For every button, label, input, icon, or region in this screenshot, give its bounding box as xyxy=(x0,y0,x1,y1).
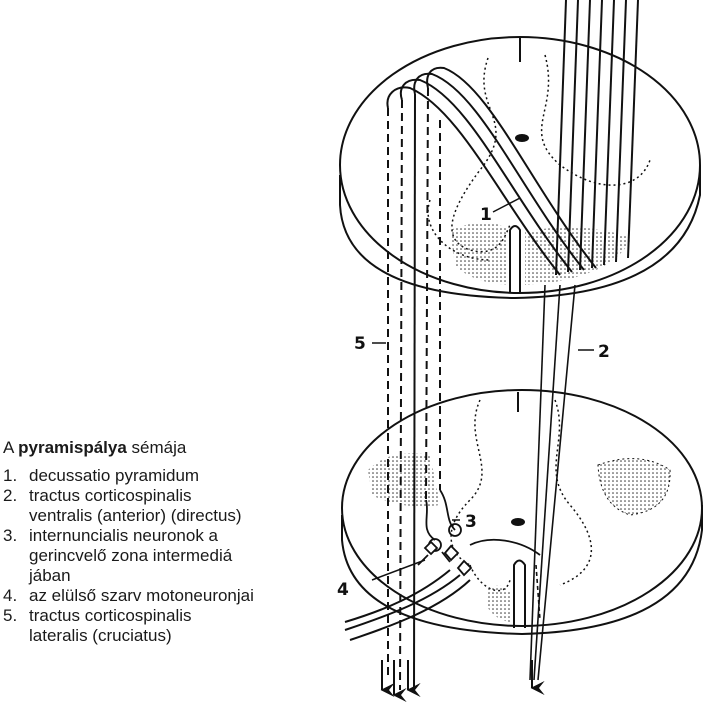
legend-item-text: az elülső szarv motoneuronjai xyxy=(29,586,254,605)
efferent-fibres xyxy=(344,569,471,641)
legend-item: 5. tractus corticospinalis lateralis (cr… xyxy=(3,606,333,646)
label-3: 3 xyxy=(465,512,477,532)
legend-title: A pyramispálya sémája xyxy=(3,438,333,458)
legend-item-number: 5. xyxy=(3,606,18,625)
label-2: 2 xyxy=(598,342,610,362)
lateral-tract-columns xyxy=(387,87,441,691)
legend-item-text: tractus corticospinalis lateralis (cruci… xyxy=(29,606,192,645)
upper-cord-section xyxy=(339,36,701,300)
legend-item-text: decussatio pyramidum xyxy=(29,466,200,485)
legend-title-bold: pyramispálya xyxy=(18,438,127,457)
descending-fibres xyxy=(555,0,639,276)
legend: A pyramispálya sémája 1. decussatio pyra… xyxy=(3,438,333,646)
lower-cord-section xyxy=(341,389,703,636)
motoneurons xyxy=(423,538,541,577)
lateral-tract-arrows xyxy=(380,660,421,702)
legend-list: 1. decussatio pyramidum 2. tractus corti… xyxy=(3,466,333,646)
legend-item-text: tractus corticospinalis ventralis (anter… xyxy=(29,486,242,525)
legend-item-text: internuncialis neuronok a gerincvelő zon… xyxy=(29,526,233,585)
legend-item-number: 3. xyxy=(3,526,18,545)
label-5: 5 xyxy=(354,334,366,354)
decussation-fibres xyxy=(386,66,597,276)
legend-item: 3. internuncialis neuronok a gerincvelő … xyxy=(3,526,333,586)
label-4: 4 xyxy=(337,580,349,600)
legend-item-number: 4. xyxy=(3,586,18,605)
label-leaders xyxy=(371,197,594,581)
legend-item-number: 2. xyxy=(3,486,18,505)
legend-title-prefix: A xyxy=(3,438,19,457)
label-1: 1 xyxy=(480,205,492,225)
legend-item-number: 1. xyxy=(3,466,18,485)
ventral-tract xyxy=(529,284,576,695)
legend-item: 2. tractus corticospinalis ventralis (an… xyxy=(3,486,333,526)
legend-item: 4. az elülső szarv motoneuronjai xyxy=(3,586,333,606)
legend-title-suffix: sémája xyxy=(126,438,187,457)
legend-item: 1. decussatio pyramidum xyxy=(3,466,333,486)
